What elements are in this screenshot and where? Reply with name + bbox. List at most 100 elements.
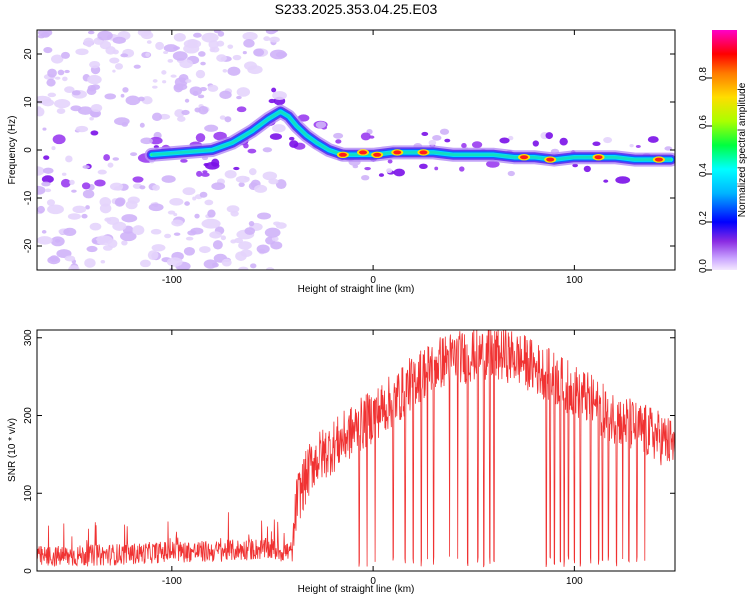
spectral-blob bbox=[572, 163, 578, 168]
spectral-blob bbox=[315, 121, 327, 129]
colorbar-ticks: 0.0 0.2 0.4 0.6 0.8 bbox=[698, 67, 712, 273]
spectral-blob bbox=[238, 266, 249, 270]
spectral-blob bbox=[112, 157, 120, 161]
spectral-blob bbox=[53, 98, 71, 109]
colorbar-tick-label: 0.4 bbox=[698, 163, 709, 177]
snr-series-line bbox=[37, 330, 675, 568]
spectral-blob bbox=[37, 106, 42, 110]
spectral-blob bbox=[173, 232, 181, 236]
spectral-blob bbox=[189, 86, 203, 96]
spectral-blob bbox=[204, 199, 214, 206]
spectral-blob bbox=[182, 187, 196, 196]
y-tick-label: -20 bbox=[23, 238, 34, 253]
spectral-blob bbox=[92, 239, 98, 244]
spectral-blob bbox=[184, 201, 190, 206]
ridge-peak bbox=[359, 150, 368, 155]
spectral-blob bbox=[120, 53, 129, 58]
spectral-blob bbox=[67, 213, 81, 220]
spectral-blob bbox=[125, 95, 141, 106]
spectral-blob bbox=[275, 222, 287, 229]
spectral-blob bbox=[199, 246, 211, 254]
spectral-blob bbox=[61, 51, 70, 59]
spectral-blob bbox=[99, 203, 112, 214]
x-tick-label: 0 bbox=[370, 576, 376, 587]
spectral-blob bbox=[37, 205, 45, 214]
spectral-blob bbox=[152, 184, 160, 191]
spectral-blob bbox=[83, 37, 94, 47]
spectral-blob bbox=[62, 76, 68, 82]
spectral-blob bbox=[197, 94, 205, 99]
spectral-blob bbox=[428, 139, 437, 146]
y-tick-label: 0 bbox=[23, 147, 34, 153]
spectral-blob bbox=[89, 222, 102, 231]
spectral-blob bbox=[364, 166, 371, 171]
spectral-blob bbox=[269, 133, 283, 140]
spectral-blob bbox=[127, 196, 140, 204]
spectral-blob bbox=[216, 54, 227, 62]
spectral-blob bbox=[75, 125, 89, 133]
spectral-blob bbox=[201, 32, 219, 43]
y-tick-label: 200 bbox=[23, 407, 34, 424]
spectral-blob bbox=[268, 178, 279, 185]
spectral-blob bbox=[47, 204, 64, 215]
spectral-blob bbox=[122, 87, 129, 93]
spectral-blob bbox=[148, 203, 164, 212]
spectral-blob bbox=[121, 240, 128, 246]
spectral-blob bbox=[271, 236, 279, 242]
spectral-blob bbox=[238, 241, 252, 250]
spectral-blob bbox=[115, 197, 126, 206]
spectral-blob bbox=[43, 46, 53, 54]
spectrogram-xlabel: Height of straight line (km) bbox=[298, 284, 415, 295]
spectral-blob bbox=[198, 51, 206, 57]
spectral-blob bbox=[263, 36, 271, 42]
spectral-blob bbox=[37, 166, 45, 176]
spectral-blob bbox=[146, 40, 152, 44]
spectral-blob bbox=[199, 86, 207, 92]
colorbar: 0.0 0.2 0.4 0.6 0.8 Normalized spectral ampl… bbox=[698, 30, 748, 273]
spectral-blob bbox=[152, 85, 158, 89]
spectral-blob bbox=[222, 68, 228, 73]
spectral-blob bbox=[46, 199, 55, 206]
spectral-blob bbox=[71, 90, 81, 96]
spectral-blob bbox=[183, 247, 195, 256]
spectral-blob bbox=[227, 44, 234, 49]
spectral-blob bbox=[235, 251, 247, 261]
spectral-blob bbox=[635, 144, 641, 148]
spectral-blob bbox=[77, 106, 93, 115]
spectral-blob bbox=[224, 169, 237, 179]
spectral-blob bbox=[97, 169, 107, 175]
spectral-blob bbox=[64, 255, 76, 262]
spectral-blob bbox=[130, 152, 138, 157]
spectral-blob bbox=[603, 136, 613, 144]
spectral-blob bbox=[152, 79, 158, 83]
spectral-blob bbox=[532, 140, 539, 147]
snr-plot bbox=[37, 330, 675, 568]
spectral-blob bbox=[42, 127, 47, 131]
y-tick-label: 20 bbox=[23, 48, 34, 60]
spectral-blob bbox=[112, 69, 116, 73]
spectral-blob bbox=[271, 87, 277, 93]
spectral-blob bbox=[583, 165, 591, 173]
spectral-blob bbox=[234, 237, 244, 244]
x-tick-label: -100 bbox=[162, 576, 182, 587]
spectral-blob bbox=[85, 205, 90, 210]
colorbar-bar bbox=[712, 30, 737, 270]
spectral-blob bbox=[150, 228, 162, 235]
spectral-blob bbox=[155, 41, 164, 50]
spectral-blob bbox=[61, 172, 67, 176]
spectral-blob bbox=[203, 163, 209, 167]
colorbar-label: Normalized spectral amplitude bbox=[737, 82, 748, 217]
spectral-blob bbox=[221, 258, 232, 267]
spectral-blob bbox=[270, 241, 283, 250]
spectral-blob bbox=[114, 63, 124, 70]
spectral-blob bbox=[139, 122, 145, 128]
spectral-blob bbox=[289, 140, 299, 148]
spectral-blob bbox=[64, 69, 70, 74]
spectral-blob bbox=[256, 244, 270, 254]
spectral-blob bbox=[109, 182, 124, 191]
spectral-blob bbox=[161, 175, 176, 183]
spectral-blob bbox=[184, 98, 190, 103]
spectral-blob bbox=[219, 115, 226, 120]
